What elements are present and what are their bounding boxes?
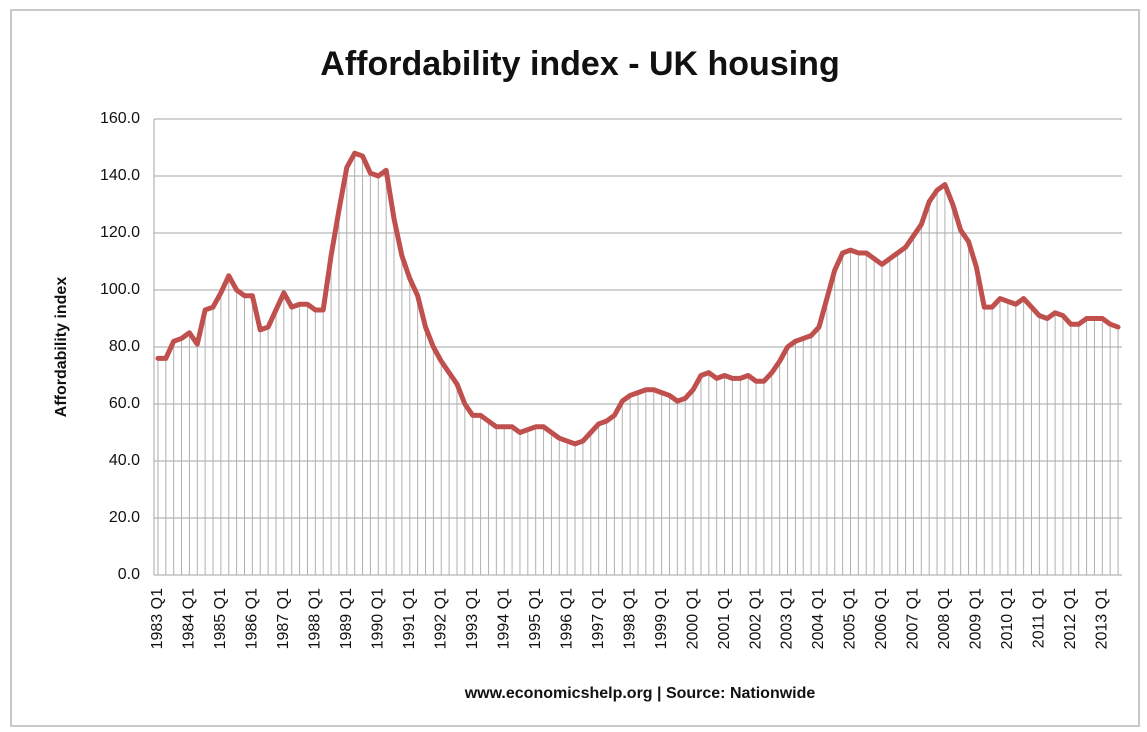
x-tick-label: 1997 Q1	[590, 588, 607, 649]
x-tick-label: 1989 Q1	[338, 588, 355, 649]
x-tick-label: 1987 Q1	[275, 588, 292, 649]
x-axis-label: www.economicshelp.org | Source: Nationwi…	[464, 685, 816, 702]
x-tick-label: 1990 Q1	[370, 588, 387, 649]
x-tick-label: 2003 Q1	[779, 588, 796, 649]
x-tick-label: 2001 Q1	[716, 588, 733, 649]
y-tick-label: 160.0	[100, 110, 140, 127]
y-tick-label: 0.0	[118, 566, 140, 583]
x-tick-label: 2013 Q1	[1094, 588, 1111, 649]
x-tick-label: 1985 Q1	[212, 588, 229, 649]
y-tick-label: 100.0	[100, 281, 140, 298]
x-tick-label: 1996 Q1	[558, 588, 575, 649]
y-axis-label: Affordability index	[53, 277, 70, 418]
x-tick-label: 1992 Q1	[432, 588, 449, 649]
y-tick-label: 140.0	[100, 167, 140, 184]
chart-title: Affordability index - UK housing	[320, 45, 839, 83]
x-tick-label: 1993 Q1	[464, 588, 481, 649]
x-tick-label: 2005 Q1	[842, 588, 859, 649]
x-tick-label: 1986 Q1	[244, 588, 261, 649]
x-tick-label: 2011 Q1	[1031, 588, 1048, 648]
x-tick-label: 1994 Q1	[495, 588, 512, 649]
y-tick-label: 80.0	[109, 338, 140, 355]
x-tick-label: 2006 Q1	[873, 588, 890, 649]
x-tick-label: 1984 Q1	[181, 588, 198, 649]
x-tick-label: 1983 Q1	[149, 588, 166, 649]
x-tick-label: 1995 Q1	[527, 588, 544, 649]
x-tick-label: 2004 Q1	[810, 588, 827, 649]
x-tick-label: 1991 Q1	[401, 588, 418, 649]
x-tick-label: 1999 Q1	[653, 588, 670, 649]
y-tick-label: 120.0	[100, 224, 140, 241]
y-tick-label: 20.0	[109, 509, 140, 526]
x-tick-label: 2007 Q1	[905, 588, 922, 649]
x-tick-label: 2009 Q1	[968, 588, 985, 649]
x-tick-label: 1998 Q1	[621, 588, 638, 649]
x-tick-label: 2012 Q1	[1062, 588, 1079, 649]
x-tick-label: 1988 Q1	[307, 588, 324, 649]
data-line	[155, 150, 1121, 447]
y-tick-label: 40.0	[109, 452, 140, 469]
x-tick-label: 2008 Q1	[936, 588, 953, 649]
chart-frame	[10, 9, 1140, 727]
x-tick-label: 2010 Q1	[999, 588, 1016, 649]
x-tick-label: 2002 Q1	[747, 588, 764, 649]
y-tick-label: 60.0	[109, 395, 140, 412]
x-tick-label: 2000 Q1	[684, 588, 701, 649]
